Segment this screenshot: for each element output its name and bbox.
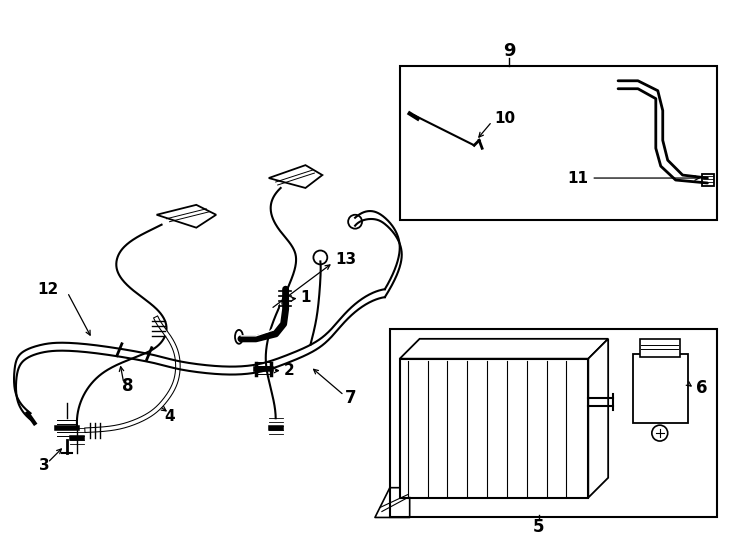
Text: 7: 7 [345,389,357,407]
Text: 9: 9 [503,42,515,60]
Text: 10: 10 [494,111,515,126]
Text: 3: 3 [39,458,50,474]
Text: 4: 4 [164,409,175,424]
Text: 13: 13 [335,252,357,267]
Polygon shape [156,205,216,228]
Text: 11: 11 [567,171,589,186]
Bar [400,359,589,498]
Text: 1: 1 [300,289,311,305]
Text: 2: 2 [283,363,294,378]
Polygon shape [269,165,322,188]
Polygon shape [589,339,608,498]
Bar [390,329,717,517]
Text: 6: 6 [696,380,707,397]
Ellipse shape [235,330,243,344]
Polygon shape [400,339,608,359]
Bar [400,66,717,220]
Text: 8: 8 [122,377,134,395]
Bar [640,339,680,357]
Text: 12: 12 [37,282,59,296]
Bar [702,174,714,186]
Text: 5: 5 [533,518,545,536]
Bar [633,354,688,423]
